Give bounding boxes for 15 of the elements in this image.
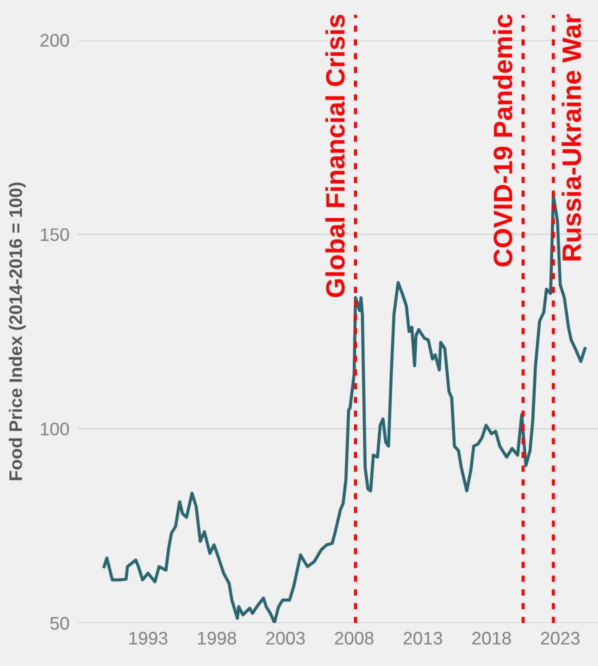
y-tick-label: 150 (40, 228, 69, 242)
x-tick-label: 2013 (404, 632, 442, 645)
ref-line-label: Russia-Ukraine War (562, 14, 582, 260)
x-tick-label: 1993 (129, 632, 168, 645)
ref-line-label: Global Financial Crisis (325, 14, 345, 298)
y-tick-label: 50 (50, 616, 69, 630)
y-tick-label: 100 (40, 422, 69, 436)
y-tick-label: 200 (40, 34, 69, 47)
x-tick-label: 2003 (266, 632, 305, 645)
x-tick-label: 2008 (334, 632, 374, 645)
x-tick-label: 1998 (198, 632, 236, 645)
x-tick-label: 2018 (472, 632, 511, 645)
ref-line-label: COVID-19 Pandemic (492, 14, 512, 266)
x-tick-label: 2023 (541, 632, 580, 645)
y-axis-title: Food Price Index (2014-2016 = 100) (8, 182, 26, 480)
